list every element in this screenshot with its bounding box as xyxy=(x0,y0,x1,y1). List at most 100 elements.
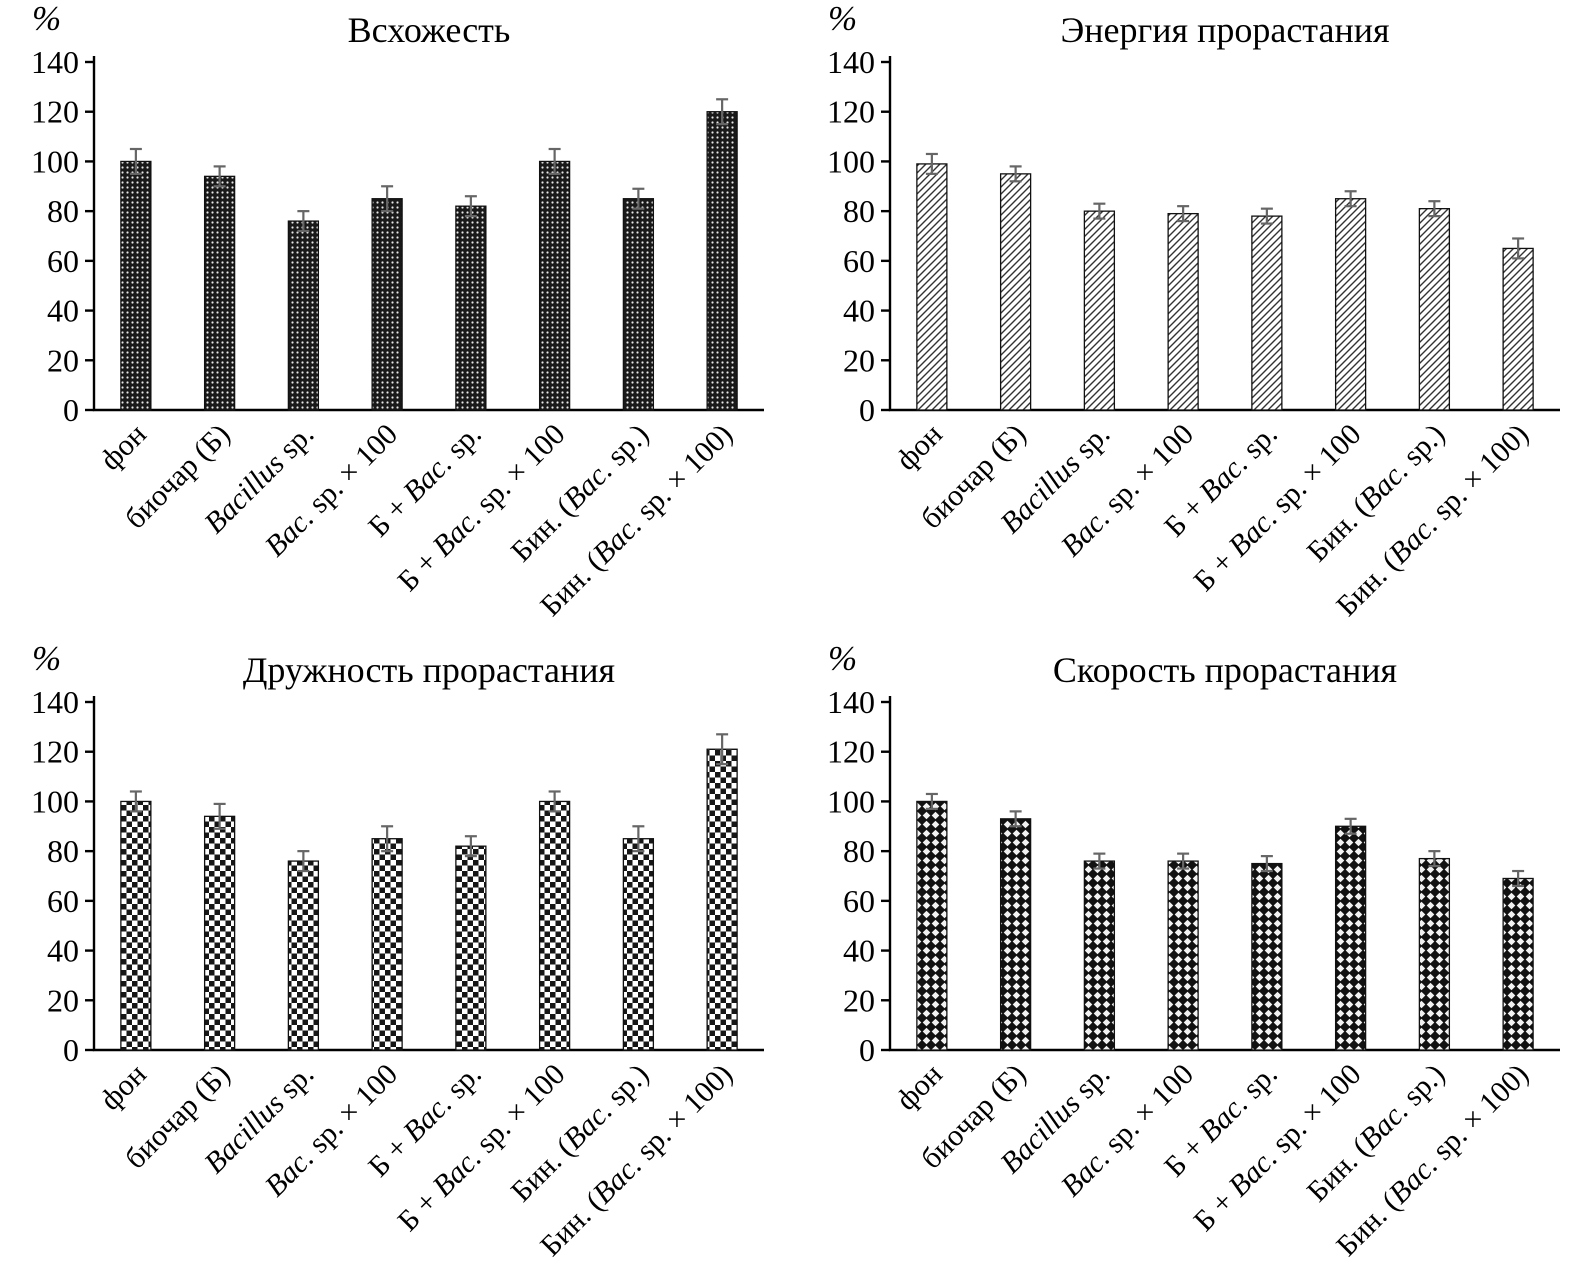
bar-chart-germination-speed: 0 20 40 60 80 100 120 140% Скорость прорастания ф… xyxy=(827,639,1560,1263)
error-bar xyxy=(1260,855,1273,873)
error-bar xyxy=(1512,237,1525,260)
error-bar xyxy=(129,147,142,175)
chart-title: Всхожесть xyxy=(348,10,511,50)
y-tick-label: 140 xyxy=(31,684,79,720)
error-bar xyxy=(213,802,226,830)
error-bar xyxy=(297,850,310,873)
error-bar xyxy=(1009,165,1022,183)
error-bar xyxy=(381,825,394,853)
chart-title: Энергия прорастания xyxy=(1060,10,1389,50)
y-tick-label: 100 xyxy=(31,143,79,179)
error-bar xyxy=(925,152,938,175)
y-tick-label: 120 xyxy=(827,94,875,130)
bar xyxy=(916,800,948,1051)
bar xyxy=(203,175,236,411)
error-bar xyxy=(632,187,645,210)
y-tick-label: 140 xyxy=(31,44,79,80)
bar xyxy=(622,198,655,411)
error-bar xyxy=(381,185,394,213)
y-tick-label: 20 xyxy=(47,982,79,1018)
x-category-label: фон xyxy=(94,418,153,477)
bar xyxy=(455,205,487,411)
error-bar xyxy=(1428,200,1441,218)
x-category-label: фон xyxy=(890,418,949,477)
error-bar xyxy=(1093,852,1106,870)
bar xyxy=(120,800,152,1051)
bar xyxy=(999,173,1032,411)
y-tick-label: 80 xyxy=(47,833,79,869)
y-tick-label: 80 xyxy=(47,193,79,229)
bar xyxy=(1502,877,1534,1051)
bar xyxy=(538,160,571,411)
bar xyxy=(1083,210,1116,411)
y-tick-label: 20 xyxy=(843,342,875,378)
error-bar xyxy=(548,790,561,813)
y-tick-label: 80 xyxy=(843,833,875,869)
bar xyxy=(1334,825,1367,1051)
error-bar xyxy=(1177,205,1190,223)
error-bar xyxy=(716,98,729,126)
bar xyxy=(371,838,403,1051)
chart-germination-uniformity: 0 20 40 60 80 100 120 140% Дружность прорастания… xyxy=(0,639,796,1280)
y-tick-label: 40 xyxy=(47,933,79,969)
y-axis-unit-label: % xyxy=(32,639,61,678)
bar xyxy=(1167,860,1199,1051)
error-bar xyxy=(1344,190,1357,208)
error-bar xyxy=(1177,852,1190,870)
y-tick-label: 120 xyxy=(31,734,79,770)
error-bar xyxy=(1428,850,1441,868)
bar xyxy=(622,838,655,1051)
bar xyxy=(1502,247,1534,411)
y-axis-unit-label: % xyxy=(828,0,857,38)
y-tick-label: 100 xyxy=(827,783,875,819)
bar-chart-germination-uniformity: 0 20 40 60 80 100 120 140% Дружность прорастания… xyxy=(31,639,764,1263)
y-axis-unit-label: % xyxy=(32,0,61,38)
y-tick-label: 0 xyxy=(859,1032,875,1068)
error-bar xyxy=(464,195,477,218)
bar xyxy=(287,220,320,411)
bar xyxy=(1418,857,1451,1051)
y-tick-label: 120 xyxy=(827,734,875,770)
bar xyxy=(706,748,738,1051)
bar xyxy=(999,818,1032,1051)
y-tick-label: 120 xyxy=(31,94,79,130)
axes xyxy=(888,56,1560,412)
bar xyxy=(120,160,152,411)
y-tick-label: 40 xyxy=(47,293,79,329)
y-tick-label: 0 xyxy=(859,392,875,428)
error-bar xyxy=(632,825,645,853)
bar xyxy=(538,800,571,1051)
error-bar xyxy=(1344,817,1357,835)
bar xyxy=(1334,198,1367,411)
y-tick-label: 60 xyxy=(47,243,79,279)
bar xyxy=(371,198,403,411)
chart-germination-energy: 0 20 40 60 80 100 120 140% Энергия прорастания фо… xyxy=(796,0,1592,640)
bar xyxy=(455,845,487,1051)
error-bar xyxy=(464,835,477,858)
y-tick-label: 100 xyxy=(827,143,875,179)
y-tick-label: 60 xyxy=(47,883,79,919)
error-bar xyxy=(297,210,310,233)
y-tick-label: 20 xyxy=(843,982,875,1018)
error-bar xyxy=(716,733,729,766)
y-tick-label: 140 xyxy=(827,684,875,720)
axes xyxy=(92,56,764,412)
error-bar xyxy=(1260,207,1273,225)
error-bar xyxy=(1009,810,1022,828)
bar xyxy=(1167,212,1199,411)
y-tick-label: 0 xyxy=(63,392,79,428)
bar xyxy=(1083,860,1116,1051)
error-bar xyxy=(925,792,938,810)
bar xyxy=(706,111,738,411)
chart-title: Дружность прорастания xyxy=(243,650,615,690)
error-bar xyxy=(129,790,142,813)
y-tick-label: 40 xyxy=(843,933,875,969)
y-tick-label: 60 xyxy=(843,883,875,919)
y-axis-unit-label: % xyxy=(828,639,857,678)
bar xyxy=(1251,215,1283,411)
chart-title: Скорость прорастания xyxy=(1053,650,1397,690)
chart-germination: 0 20 40 60 80 100 120 140% Всхожесть фон биочар (Б… xyxy=(0,0,796,640)
bar xyxy=(916,163,948,411)
bar xyxy=(203,815,236,1051)
